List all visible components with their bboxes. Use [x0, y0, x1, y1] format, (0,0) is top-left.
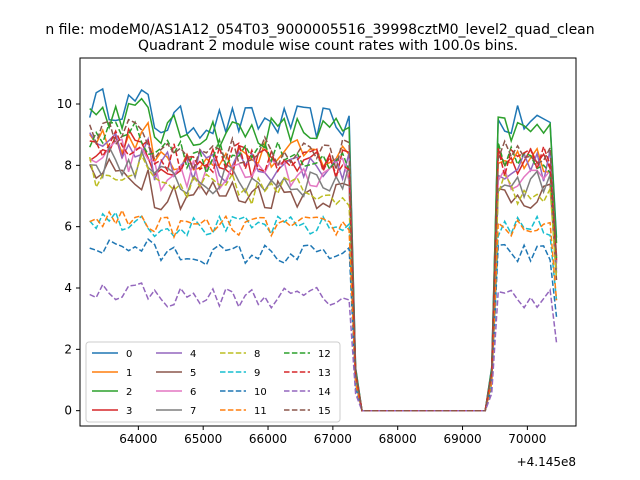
legend-label-10: 10 — [254, 387, 267, 398]
legend-label-11: 11 — [254, 406, 267, 417]
axes-frame — [79, 57, 577, 427]
series-line-12 — [89, 120, 558, 412]
chart-title: Quadrant 2 module wise count rates with … — [138, 38, 518, 54]
legend-label-15: 15 — [318, 406, 331, 417]
legend-label-3: 3 — [126, 406, 132, 417]
x-tick-label: 64000 — [119, 432, 157, 446]
legend-label-4: 4 — [190, 349, 196, 360]
x-tick-label: 70000 — [508, 432, 546, 446]
legend-label-0: 0 — [126, 349, 132, 360]
legend-label-1: 1 — [126, 368, 132, 379]
legend-label-8: 8 — [254, 349, 260, 360]
legend-label-7: 7 — [190, 406, 196, 417]
series-layer — [88, 87, 558, 412]
y-tick-label: 8 — [64, 158, 72, 172]
x-tick-label: 68000 — [379, 432, 417, 446]
legend-label-6: 6 — [190, 387, 196, 398]
plot-area: 64000 65000 66000 67000 68000 69000 70000 0 2 4 6… — [57, 57, 577, 446]
legend-label-13: 13 — [318, 368, 331, 379]
x-tick-label: 67000 — [314, 432, 352, 446]
series-line-14 — [89, 282, 558, 412]
legend-frame — [85, 341, 341, 423]
y-tick-label: 6 — [64, 220, 72, 234]
y-axis: 0 2 4 6 8 10 — [57, 97, 80, 418]
y-tick-label: 0 — [64, 404, 72, 418]
legend-label-14: 14 — [318, 387, 331, 398]
legend-label-12: 12 — [318, 349, 331, 360]
y-tick-label: 2 — [64, 342, 72, 356]
y-tick-label: 4 — [64, 281, 72, 295]
legend-label-9: 9 — [254, 368, 260, 379]
legend-label-5: 5 — [190, 368, 196, 379]
x-tick-label: 65000 — [184, 432, 222, 446]
x-tick-label: 69000 — [443, 432, 481, 446]
x-tick-label: 66000 — [249, 432, 287, 446]
legend-label-2: 2 — [126, 387, 132, 398]
x-axis: 64000 65000 66000 67000 68000 69000 70000 — [119, 426, 546, 446]
x-offset-label: +4.145e8 — [517, 455, 576, 469]
figure-suptitle: n file: modeM0/AS1A12_054T03_9000005516_… — [45, 22, 594, 38]
y-tick-label: 10 — [57, 97, 72, 111]
series-line-15 — [88, 118, 558, 412]
